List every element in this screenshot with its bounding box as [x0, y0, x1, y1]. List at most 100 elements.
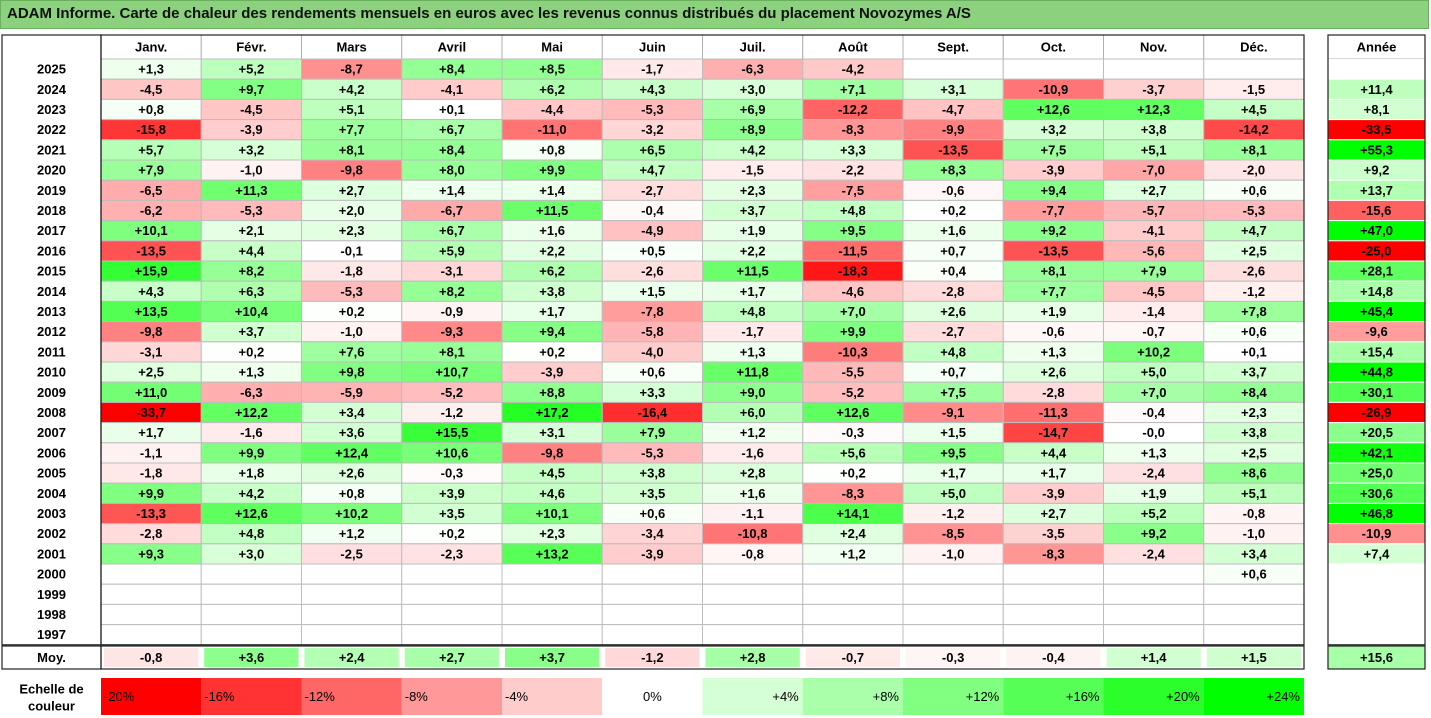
annual-cell-value: +42,1 — [1360, 445, 1393, 460]
heatmap-cell-value: +3,7 — [239, 324, 265, 339]
heatmap-cell-value: +3,8 — [1141, 122, 1167, 137]
heatmap-cell-value: +2,0 — [339, 203, 365, 218]
legend-step-label: +4% — [772, 689, 799, 704]
heatmap-cell-value: -3,9 — [240, 122, 262, 137]
heatmap-cell-value: +1,9 — [1041, 304, 1067, 319]
heatmap-cell-value: +1,7 — [740, 284, 766, 299]
heatmap-cell-value: +6,7 — [439, 223, 465, 238]
year-label: 2012 — [37, 324, 66, 339]
heatmap-cell-value: +1,3 — [740, 344, 766, 359]
heatmap-cell — [1203, 603, 1305, 626]
heatmap-cell-value: +2,3 — [339, 223, 365, 238]
heatmap-cell-value: -3,5 — [1042, 526, 1064, 541]
heatmap-cell-value: -9,3 — [441, 324, 463, 339]
heatmap-cell-value: +12,2 — [235, 405, 268, 420]
heatmap-cell — [601, 563, 703, 585]
heatmap-cell-value: -8,3 — [842, 122, 864, 137]
annual-cell-value: +13,7 — [1360, 183, 1393, 198]
heatmap-cell-value: -3,9 — [1042, 163, 1064, 178]
heatmap-cell — [601, 603, 703, 626]
heatmap-cell-value: +2,4 — [840, 526, 866, 541]
heatmap-cell — [902, 563, 1004, 585]
average-cell — [605, 648, 700, 667]
annual-cell-value: +46,8 — [1360, 506, 1393, 521]
heatmap-cell-value: -3,9 — [641, 546, 663, 561]
annual-header-cell — [1327, 34, 1426, 60]
heatmap-cell-value: +9,2 — [1041, 223, 1067, 238]
heatmap-cell-value: +10,7 — [435, 365, 468, 380]
year-label: 2014 — [37, 284, 67, 299]
heatmap-cell-value: +0,6 — [1241, 183, 1267, 198]
legend-swatch — [1103, 678, 1204, 715]
year-label: 2013 — [37, 304, 66, 319]
heatmap-cell-value: +8,1 — [339, 142, 365, 157]
heatmap-cell-value: +9,9 — [239, 445, 265, 460]
heatmap-cell-value: +4,3 — [640, 82, 666, 97]
heatmap-cell-value: +7,5 — [940, 385, 966, 400]
heatmap-cell-value: +4,4 — [1041, 445, 1067, 460]
heatmap-cell-value: +11,0 — [135, 385, 167, 400]
heatmap-cell-value: -0,4 — [1142, 405, 1165, 420]
heatmap-cell-value: +3,8 — [539, 284, 565, 299]
legend-step-label: -20% — [104, 689, 135, 704]
heatmap-cell-value: +8,6 — [1241, 466, 1267, 481]
heatmap-cell — [401, 624, 503, 646]
heatmap-cell-value: -1,0 — [240, 163, 262, 178]
year-label: 2001 — [37, 546, 66, 561]
legend-step-label: -16% — [204, 689, 235, 704]
column-header-label: Juil. — [740, 40, 766, 55]
column-header-label: Mars — [336, 40, 366, 55]
average-cell-value: -1,2 — [641, 650, 663, 665]
average-annual-cell — [1327, 645, 1426, 670]
legend-label-line1: Echelle de — [19, 682, 83, 697]
legend-swatch — [903, 678, 1004, 715]
year-label: 2020 — [37, 163, 66, 178]
heatmap-cell-value: +1,3 — [138, 62, 164, 77]
heatmap-cell-value: -3,2 — [641, 122, 663, 137]
heatmap-cell-value: +8,3 — [940, 163, 966, 178]
heatmap-cell-value: -6,5 — [140, 183, 162, 198]
heatmap-cell-value: +1,2 — [339, 526, 365, 541]
heatmap-cell-value: +4,7 — [1241, 223, 1267, 238]
heatmap-cell — [702, 603, 804, 626]
heatmap-cell-value: +3,2 — [1041, 122, 1067, 137]
heatmap-cell-value: +8,4 — [1241, 385, 1267, 400]
heatmap-cell-value: -1,1 — [140, 445, 162, 460]
heatmap-cell-value: -4,5 — [140, 82, 162, 97]
heatmap-cell-value: +3,4 — [339, 405, 365, 420]
annual-cell — [1328, 564, 1425, 585]
annual-cell-value: -10,9 — [1362, 526, 1392, 541]
average-cell-value: -0,7 — [842, 650, 864, 665]
heatmap-cell-value: +3,6 — [339, 425, 365, 440]
year-label: 2011 — [37, 344, 65, 359]
heatmap-cell-value: -3,4 — [641, 526, 664, 541]
heatmap-cell-value: +2,6 — [339, 466, 365, 481]
heatmap-cell-value: -11,5 — [838, 243, 867, 258]
heatmap-cell-value: -1,6 — [240, 425, 262, 440]
average-cell-value: -0,8 — [140, 650, 162, 665]
heatmap-cell-value: -1,2 — [1243, 284, 1265, 299]
heatmap-cell-value: +3,7 — [1241, 365, 1267, 380]
heatmap-cell-value: +4,8 — [940, 344, 966, 359]
heatmap-cell-value: -4,7 — [942, 102, 964, 117]
heatmap-cell-value: -5,3 — [240, 203, 262, 218]
heatmap-cell-value: +6,3 — [239, 284, 265, 299]
heatmap-cell-value: +1,7 — [1041, 466, 1067, 481]
heatmap-cell-value: -5,7 — [1142, 203, 1164, 218]
heatmap-cell-value: +1,2 — [740, 425, 766, 440]
heatmap-cell-value: -0,4 — [641, 203, 664, 218]
heatmap-cell-value: +12,6 — [836, 405, 869, 420]
heatmap-cell-value: +7,1 — [840, 82, 866, 97]
annual-cell-value: +15,4 — [1360, 344, 1394, 359]
heatmap-cell — [1103, 583, 1205, 605]
heatmap-cell-value: +8,5 — [539, 62, 565, 77]
legend-swatch — [201, 678, 302, 715]
heatmap-cell — [1203, 624, 1305, 646]
heatmap-cell-value: +5,0 — [1141, 365, 1167, 380]
heatmap-cell-value: -1,8 — [140, 466, 162, 481]
average-cell — [1106, 648, 1201, 667]
heatmap-cell-value: -14,2 — [1239, 122, 1269, 137]
heatmap-cell-value: +8,0 — [439, 163, 465, 178]
heatmap-cell-value: +3,0 — [239, 546, 265, 561]
heatmap-cell-value: +0,6 — [1241, 324, 1267, 339]
